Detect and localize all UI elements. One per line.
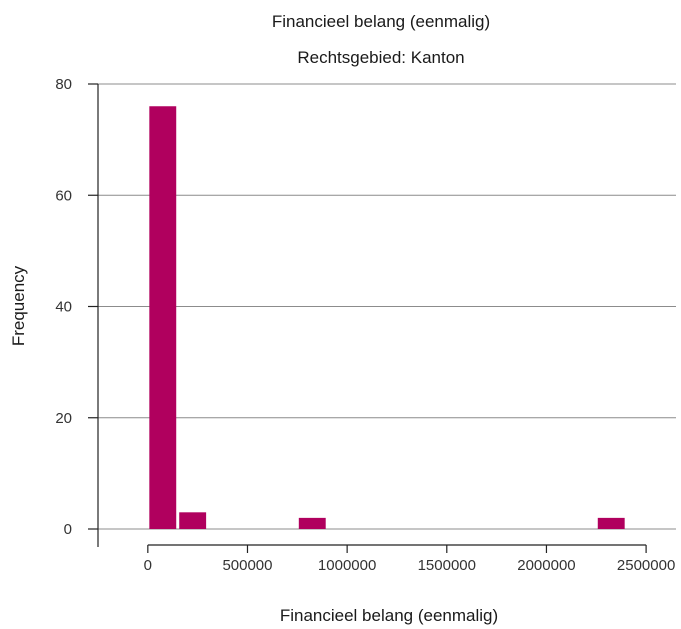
y-tick-label: 60	[55, 187, 72, 204]
histogram-bar	[598, 518, 625, 529]
y-tick-label: 0	[64, 521, 72, 538]
x-tick-label: 1500000	[418, 557, 476, 574]
y-tick-label: 20	[55, 410, 72, 427]
x-tick-label: 2000000	[517, 557, 575, 574]
chart-subtitle: Rechtsgebied: Kanton	[297, 48, 464, 67]
y-tick-label: 40	[55, 299, 72, 316]
x-tick-label: 2500000	[617, 557, 675, 574]
chart-title: Financieel belang (eenmalig)	[272, 12, 490, 31]
gridlines	[98, 84, 676, 529]
histogram-bar	[149, 106, 176, 529]
axes: 0 20 40 60 80 0 500000 1000000 1500000 2000000 250…	[55, 76, 675, 574]
x-tick-label: 1000000	[318, 557, 376, 574]
bars	[149, 106, 624, 529]
x-tick-label: 0	[144, 557, 152, 574]
y-axis-label: Frequency	[9, 265, 28, 346]
histogram-bar	[299, 518, 326, 529]
x-tick-label: 500000	[222, 557, 272, 574]
histogram-bar	[179, 512, 206, 529]
x-axis-label: Financieel belang (eenmalig)	[280, 606, 498, 625]
y-tick-label: 80	[55, 76, 72, 93]
